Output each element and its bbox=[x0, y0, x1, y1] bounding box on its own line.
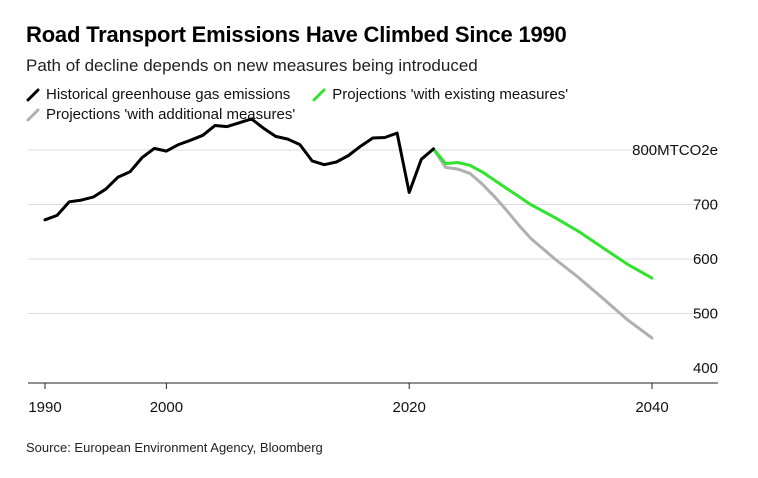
x-tick-label-2000: 2000 bbox=[150, 399, 183, 416]
legend-row-1: Historical greenhouse gas emissions Proj… bbox=[26, 86, 590, 103]
y-tick-label-700: 700 bbox=[693, 197, 718, 214]
legend-label-additional: Projections 'with additional measures' bbox=[46, 106, 296, 123]
series-line-additional-measures bbox=[432, 147, 654, 340]
legend-item-existing: Projections 'with existing measures' bbox=[312, 86, 568, 103]
source-note: Source: European Environment Agency, Blo… bbox=[26, 440, 323, 455]
x-tick-label-1990: 1990 bbox=[28, 399, 61, 416]
series-line-historical bbox=[43, 117, 435, 222]
x-tick-label-2020: 2020 bbox=[393, 399, 426, 416]
legend-swatch-existing bbox=[312, 88, 326, 101]
chart-title: Road Transport Emissions Have Climbed Si… bbox=[26, 22, 567, 47]
chart-subtitle: Path of decline depends on new measures … bbox=[26, 56, 478, 75]
y-unit-label: 800MTCO2e bbox=[632, 142, 718, 159]
y-tick-label-400: 400 bbox=[693, 360, 718, 377]
legend-swatch-additional bbox=[26, 108, 40, 121]
legend-item-historical: Historical greenhouse gas emissions bbox=[26, 86, 290, 103]
y-tick-label-500: 500 bbox=[693, 306, 718, 323]
series-line-existing-measures bbox=[432, 147, 654, 280]
x-tick-label-2040: 2040 bbox=[635, 399, 668, 416]
legend-label-existing: Projections 'with existing measures' bbox=[332, 86, 569, 103]
legend-item-additional: Projections 'with additional measures' bbox=[26, 106, 295, 123]
legend-row-2: Projections 'with additional measures' bbox=[26, 106, 317, 123]
legend-label-historical: Historical greenhouse gas emissions bbox=[46, 86, 291, 103]
y-tick-label-600: 600 bbox=[693, 251, 718, 268]
legend-swatch-historical bbox=[26, 88, 40, 101]
